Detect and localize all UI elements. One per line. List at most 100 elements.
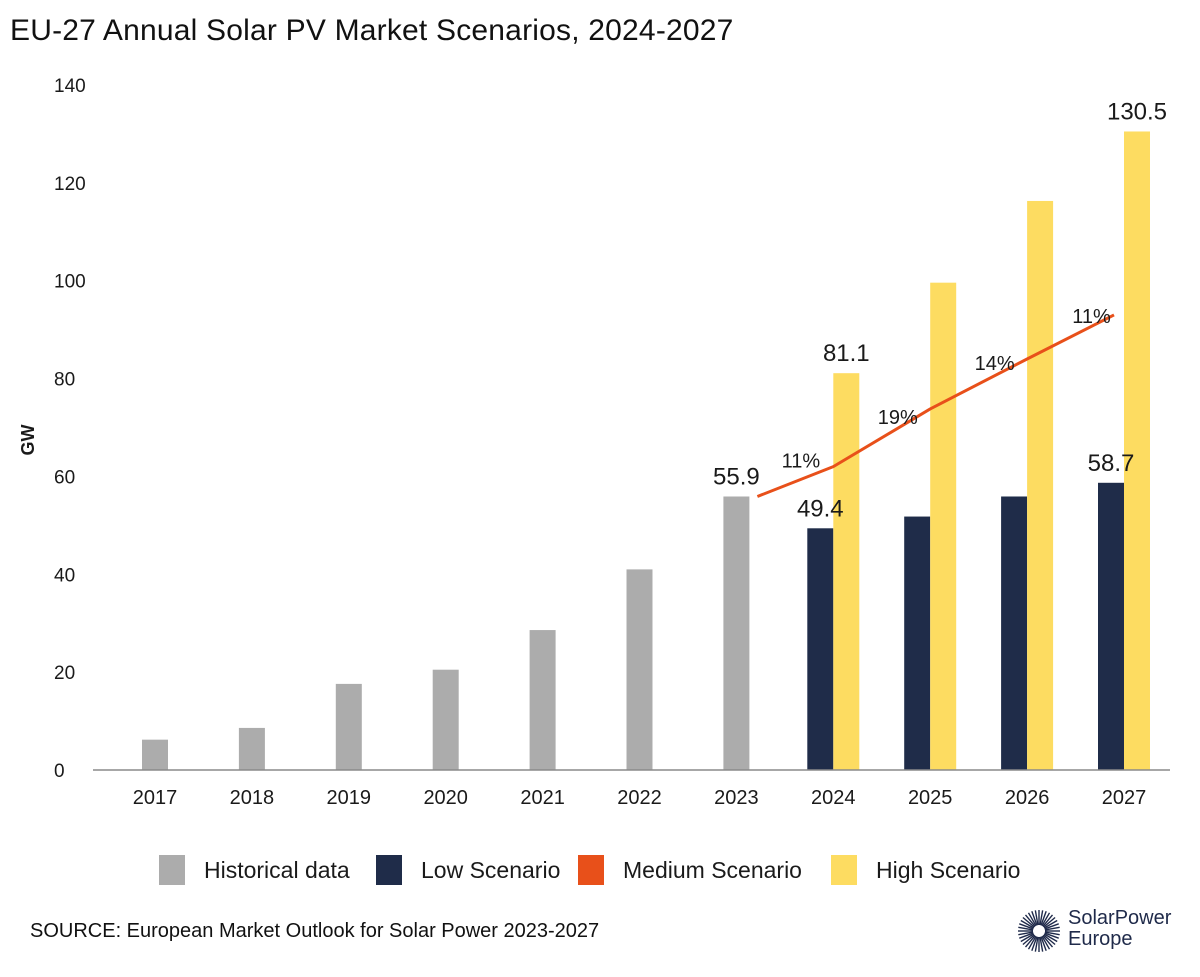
- sunburst-ray: [1044, 923, 1059, 930]
- y-tick-label: 120: [54, 174, 86, 195]
- growth-label: 14%: [975, 353, 1015, 375]
- legend-item-historical: Historical data: [159, 852, 350, 888]
- bar-historical-data-2023: [723, 496, 750, 770]
- x-tick-label: 2018: [230, 787, 275, 809]
- data-label: 58.7: [1088, 450, 1135, 477]
- sunburst-ray: [1040, 911, 1047, 926]
- sunburst-ray: [1039, 910, 1044, 926]
- y-tick-label: 140: [54, 76, 86, 97]
- sunburst-ray: [1041, 935, 1051, 950]
- growth-labels: 11% 19% 14% 11%: [782, 306, 1111, 473]
- legend-label-historical: Historical data: [204, 856, 350, 883]
- sunburst-ray: [1018, 931, 1034, 936]
- legend-swatch-high: [831, 855, 857, 885]
- growth-label: 19%: [878, 407, 918, 429]
- sunburst-ray: [1044, 932, 1059, 939]
- brand-line-1: SolarPower: [1068, 907, 1172, 929]
- brand-name: SolarPower Europe: [1068, 908, 1171, 950]
- data-label: 55.9: [713, 463, 760, 490]
- sunburst-ray: [1042, 935, 1054, 948]
- x-tick-label: 2019: [327, 787, 372, 809]
- sunburst-ray: [1034, 936, 1039, 952]
- bar-historical-data-2021: [529, 630, 556, 770]
- x-tick-label: 2024: [811, 787, 856, 809]
- medium-scenario-polyline: [756, 313, 1115, 498]
- y-axis-ticks: 0 20 40 60 80 100 120 140: [54, 76, 86, 782]
- sunburst-ray: [1039, 936, 1044, 952]
- bar-group: [142, 131, 1150, 771]
- bar-high-scenario-2027: [1124, 131, 1150, 770]
- sunburst-ray: [1019, 923, 1034, 930]
- x-tick-label: 2025: [908, 787, 953, 809]
- sunburst-ray: [1042, 914, 1054, 927]
- y-tick-label: 0: [54, 761, 65, 782]
- legend-item-low: Low Scenario: [376, 852, 560, 888]
- bar-historical-data-2017: [142, 739, 168, 770]
- bar-high-scenario-2025: [930, 282, 957, 770]
- x-tick-label: 2027: [1102, 787, 1147, 809]
- bar-low-scenario-2025: [904, 516, 931, 770]
- data-label: 49.4: [797, 495, 844, 522]
- data-labels: 55.9 49.4 58.7 81.1 130.5: [713, 98, 1167, 522]
- y-tick-label: 40: [54, 565, 75, 586]
- sunburst-ray: [1043, 916, 1056, 928]
- sunburst-ray: [1031, 911, 1038, 926]
- sunburst-ray: [1041, 912, 1051, 927]
- x-tick-label: 2020: [423, 787, 468, 809]
- legend-label-low: Low Scenario: [421, 856, 561, 883]
- legend-label-high: High Scenario: [876, 856, 1021, 883]
- brand-logo: SolarPower Europe: [1016, 904, 1196, 960]
- sunburst-ray: [1022, 934, 1035, 946]
- sunburst-ray: [1044, 931, 1060, 936]
- sunburst-ray: [1018, 926, 1034, 931]
- legend-swatch-historical: [159, 855, 185, 885]
- growth-label: 11%: [782, 451, 821, 473]
- legend: Historical data Low Scenario Medium Scen…: [0, 852, 1200, 888]
- legend-item-high: High Scenario: [831, 852, 1020, 888]
- y-tick-label: 100: [54, 272, 86, 293]
- sunburst-ray: [1031, 936, 1038, 951]
- sunburst-logo-icon: [1018, 910, 1060, 952]
- x-tick-label: 2026: [1005, 787, 1050, 809]
- chart-title: EU-27 Annual Solar PV Market Scenarios, …: [10, 14, 734, 47]
- bar-historical-data-2020: [432, 669, 459, 770]
- legend-swatch-medium: [578, 855, 604, 885]
- bar-low-scenario-2026: [1001, 496, 1028, 770]
- y-tick-label: 60: [54, 467, 75, 488]
- bar-historical-data-2018: [238, 727, 265, 770]
- sunburst-ray: [1034, 910, 1039, 926]
- sunburst-ray: [1043, 919, 1058, 929]
- x-tick-label: 2023: [714, 787, 759, 809]
- bar-high-scenario-2024: [833, 373, 860, 770]
- data-label: 130.5: [1107, 98, 1167, 125]
- y-tick-label: 20: [54, 663, 75, 684]
- x-tick-label: 2022: [617, 787, 662, 809]
- growth-label: 11%: [1072, 306, 1111, 328]
- x-tick-label: 2017: [133, 787, 178, 809]
- bar-low-scenario-2027: [1098, 482, 1124, 770]
- sunburst-ray: [1040, 936, 1047, 951]
- sunburst-ray: [1044, 926, 1060, 931]
- bar-low-scenario-2024: [807, 528, 834, 770]
- sunburst-ray: [1022, 916, 1035, 928]
- medium-scenario-line: [756, 313, 1115, 498]
- sunburst-ray: [1024, 914, 1036, 927]
- sunburst-ray: [1020, 919, 1035, 929]
- y-tick-label: 80: [54, 370, 75, 391]
- sunburst-ray: [1027, 935, 1037, 950]
- data-label: 81.1: [823, 340, 870, 367]
- legend-item-medium: Medium Scenario: [578, 852, 802, 888]
- sunburst-ray: [1043, 933, 1058, 943]
- legend-swatch-low: [376, 855, 402, 885]
- sunburst-ray: [1020, 933, 1035, 943]
- brand-line-2: Europe: [1068, 928, 1133, 950]
- sunburst-ray: [1027, 912, 1037, 927]
- y-axis-label: GW: [18, 424, 38, 455]
- source-note: SOURCE: European Market Outlook for Sola…: [30, 920, 600, 942]
- x-tick-label: 2021: [520, 787, 565, 809]
- bar-high-scenario-2026: [1027, 200, 1054, 771]
- x-axis-ticks: 2017 2018 2019 2020 2021 2022 2023 2024 2025 2026…: [133, 787, 1147, 809]
- bar-historical-data-2022: [626, 569, 653, 770]
- chart-plot: 0 20 40 60 80 100 120 140 GW 55.9 49.4 58.7 81.1 13…: [18, 76, 1170, 809]
- sunburst-ray: [1024, 935, 1036, 948]
